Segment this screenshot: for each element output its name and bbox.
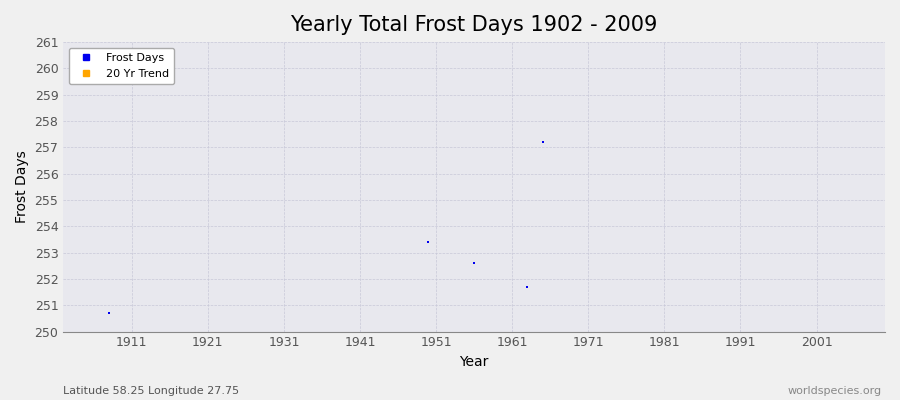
- X-axis label: Year: Year: [460, 355, 489, 369]
- Point: [102, 310, 116, 316]
- Legend: Frost Days, 20 Yr Trend: Frost Days, 20 Yr Trend: [68, 48, 175, 84]
- Point: [421, 239, 436, 245]
- Point: [520, 284, 535, 290]
- Text: Latitude 58.25 Longitude 27.75: Latitude 58.25 Longitude 27.75: [63, 386, 239, 396]
- Point: [536, 139, 550, 145]
- Title: Yearly Total Frost Days 1902 - 2009: Yearly Total Frost Days 1902 - 2009: [291, 15, 658, 35]
- Y-axis label: Frost Days: Frost Days: [15, 150, 29, 223]
- Text: worldspecies.org: worldspecies.org: [788, 386, 882, 396]
- Point: [467, 260, 482, 266]
